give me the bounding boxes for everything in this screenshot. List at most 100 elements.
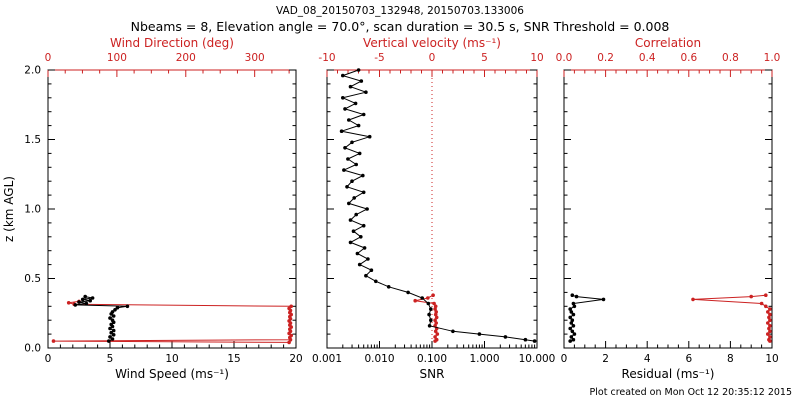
data-point-vertical-velocity (433, 335, 437, 339)
top-tick-label: 5 (481, 52, 488, 64)
plot-frame (563, 69, 773, 349)
data-point-wind-speed (125, 304, 130, 309)
top-tick-label: 0.2 (597, 52, 614, 64)
data-point-snr (427, 324, 432, 328)
series-snr (339, 69, 535, 342)
bottom-tick-label: 6 (685, 353, 692, 365)
bottom-tick-label: 0 (561, 353, 568, 365)
data-point-snr (366, 257, 370, 261)
data-point-residual (571, 324, 576, 328)
top-tick-label: 0 (45, 52, 52, 64)
data-point-residual (570, 293, 575, 298)
series-correlation (692, 294, 771, 342)
data-point-residual (570, 329, 575, 334)
data-point-vertical-velocity (433, 329, 438, 334)
data-point-wind-speed (83, 294, 87, 299)
data-point-snr (341, 96, 345, 100)
data-point-vertical-velocity (434, 321, 439, 325)
data-point-snr (351, 229, 356, 233)
data-point-snr (348, 240, 353, 245)
data-point-correlation (768, 324, 772, 328)
data-point-wind-speed (108, 335, 112, 339)
top-tick-label: 300 (245, 52, 265, 64)
data-point-snr (361, 173, 365, 178)
data-point-residual (570, 318, 575, 323)
panel-residual: 0 2 4 6 8 10 Residual (ms⁻¹) 0.0 0.2 0.4 0.6 0.8 1.0… (556, 36, 781, 381)
data-point-snr (348, 84, 353, 89)
data-point-wind-speed (111, 314, 116, 318)
data-point-snr (369, 268, 374, 273)
bottom-tick-label: 10 (765, 353, 778, 365)
data-point-snr (362, 246, 367, 250)
data-point-snr (348, 218, 353, 222)
data-point-snr (420, 296, 425, 300)
data-point-snr (374, 279, 378, 284)
data-point-residual (572, 332, 577, 336)
data-point-correlation (766, 310, 770, 314)
data-point-snr (352, 196, 357, 200)
data-point-residual (568, 339, 572, 343)
data-point-snr (386, 285, 391, 289)
top-tick-label: 0.8 (722, 52, 739, 64)
data-point-snr (361, 223, 366, 228)
data-point-snr (429, 307, 433, 311)
data-point-snr (429, 318, 433, 323)
data-point-wind-speed (115, 305, 120, 310)
bottom-tick-label: 20 (289, 353, 302, 365)
data-point-correlation (749, 294, 753, 299)
data-point-vertical-velocity (426, 296, 430, 300)
data-point-correlation (759, 301, 764, 306)
data-point-correlation (768, 335, 772, 339)
data-point-snr (347, 118, 351, 122)
data-point-snr (361, 112, 366, 117)
bottom-tick-label: 0 (45, 353, 52, 365)
top-axis-title: Correlation (635, 36, 701, 50)
data-point-wind-speed (113, 308, 117, 312)
data-point-correlation (768, 307, 772, 311)
data-point-vertical-velocity (434, 310, 439, 314)
plot-subtitle: Nbeams = 8, Elevation angle = 70.0°, sca… (130, 19, 670, 34)
data-point-vertical-velocity (433, 312, 438, 317)
data-point-snr (361, 190, 366, 195)
data-point-wind-speed (109, 322, 113, 327)
data-point-snr (346, 157, 350, 161)
top-tick-label: 1.0 (764, 52, 781, 64)
data-point-wind-speed (111, 328, 116, 333)
bottom-tick-label: 10 (165, 353, 178, 365)
data-point-snr (345, 185, 349, 189)
data-point-wind-speed (110, 318, 115, 323)
bottom-tick-label: 4 (644, 353, 651, 365)
data-point-snr (426, 301, 431, 306)
data-point-wind-speed (80, 297, 85, 302)
y-tick-label: 0.5 (24, 273, 41, 285)
data-point-snr (347, 201, 351, 206)
data-point-wind-speed (109, 330, 113, 335)
y-axis-title: z (km AGL) (2, 176, 16, 242)
data-point-residual (569, 321, 574, 325)
data-point-vertical-velocity (434, 315, 439, 320)
panel-snr: 0.001 0.010 0.100 1.000 10.000 SNR -10 -5 0 5 10 Ve… (312, 36, 555, 381)
data-point-snr (350, 140, 354, 145)
data-point-snr (532, 339, 537, 343)
data-point-residual (568, 326, 572, 331)
data-point-correlation (764, 293, 768, 298)
data-point-vertical-velocity (434, 337, 439, 342)
series-wind-direction (53, 300, 293, 343)
data-point-wind-direction (289, 304, 294, 309)
data-point-wind-speed (111, 333, 116, 337)
top-tick-label: 0 (429, 52, 436, 64)
data-point-snr (523, 337, 528, 342)
data-point-snr (350, 179, 354, 183)
data-point-wind-direction (287, 340, 291, 345)
top-tick-label: -5 (374, 52, 384, 64)
data-point-residual (571, 312, 576, 317)
data-point-correlation (768, 329, 772, 334)
data-point-residual (572, 304, 577, 309)
data-point-snr (355, 251, 360, 256)
bottom-tick-label: 5 (107, 353, 114, 365)
data-point-snr (477, 332, 482, 336)
data-point-residual (568, 315, 572, 320)
data-point-correlation (766, 321, 770, 325)
data-point-snr (343, 107, 347, 111)
